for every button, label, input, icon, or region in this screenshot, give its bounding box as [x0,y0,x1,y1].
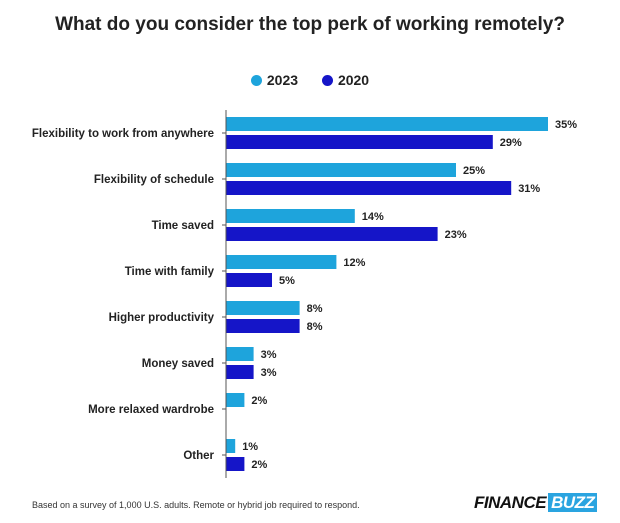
bar-2023 [226,163,456,177]
category-label: Money saved [142,358,214,370]
bar-2020 [226,457,245,471]
legend-label: 2023 [266,72,299,88]
data-label: 8% [307,303,323,315]
bar-2023 [226,209,355,223]
category-label: Flexibility to work from anywhere [32,128,214,140]
data-label: 5% [279,275,295,287]
data-label: 2% [251,395,267,407]
data-label: 3% [261,349,277,361]
legend-label: 2020 [337,72,370,88]
footnote: Based on a survey of 1,000 U.S. adults. … [32,500,360,510]
category-label: More relaxed wardrobe [88,404,214,416]
data-label: 23% [445,229,467,241]
legend-item-2023: 2023 [250,72,299,88]
category-label: Flexibility of schedule [94,174,214,186]
bar-2020 [226,135,493,149]
data-label: 12% [343,257,365,269]
bar-2020 [226,181,512,195]
legend: 2023 2020 [0,72,620,88]
data-label: 31% [518,183,540,195]
category-label: Time with family [125,266,215,278]
logo-text-highlight: BUZZ [548,493,598,512]
data-label: 35% [555,119,577,131]
bar-2023 [226,117,548,131]
data-label: 8% [307,321,323,333]
chart-title: What do you consider the top perk of wor… [55,14,565,35]
data-label: 2% [251,459,267,471]
data-label: 1% [242,441,258,453]
legend-swatch-2020 [321,75,333,86]
bar-2020 [226,365,254,379]
financebuzz-logo: FINANCE BUZZ [474,493,598,513]
legend-item-2020: 2020 [321,72,370,88]
category-label: Other [183,450,214,462]
bar-2020 [226,227,438,241]
bar-2023 [226,301,300,315]
data-label: 29% [500,137,522,149]
legend-swatch-2023 [250,75,262,86]
category-label: Time saved [152,220,214,232]
logo-text: FINANCE [474,493,547,512]
bar-2023 [226,393,245,407]
bar-2023 [226,439,236,453]
data-label: 25% [463,165,485,177]
bar-2020 [226,319,300,333]
category-label: Higher productivity [109,312,215,324]
bar-2023 [226,255,337,269]
bar-2023 [226,347,254,361]
data-label: 14% [362,211,384,223]
bar-2020 [226,273,272,287]
data-label: 3% [261,367,277,379]
